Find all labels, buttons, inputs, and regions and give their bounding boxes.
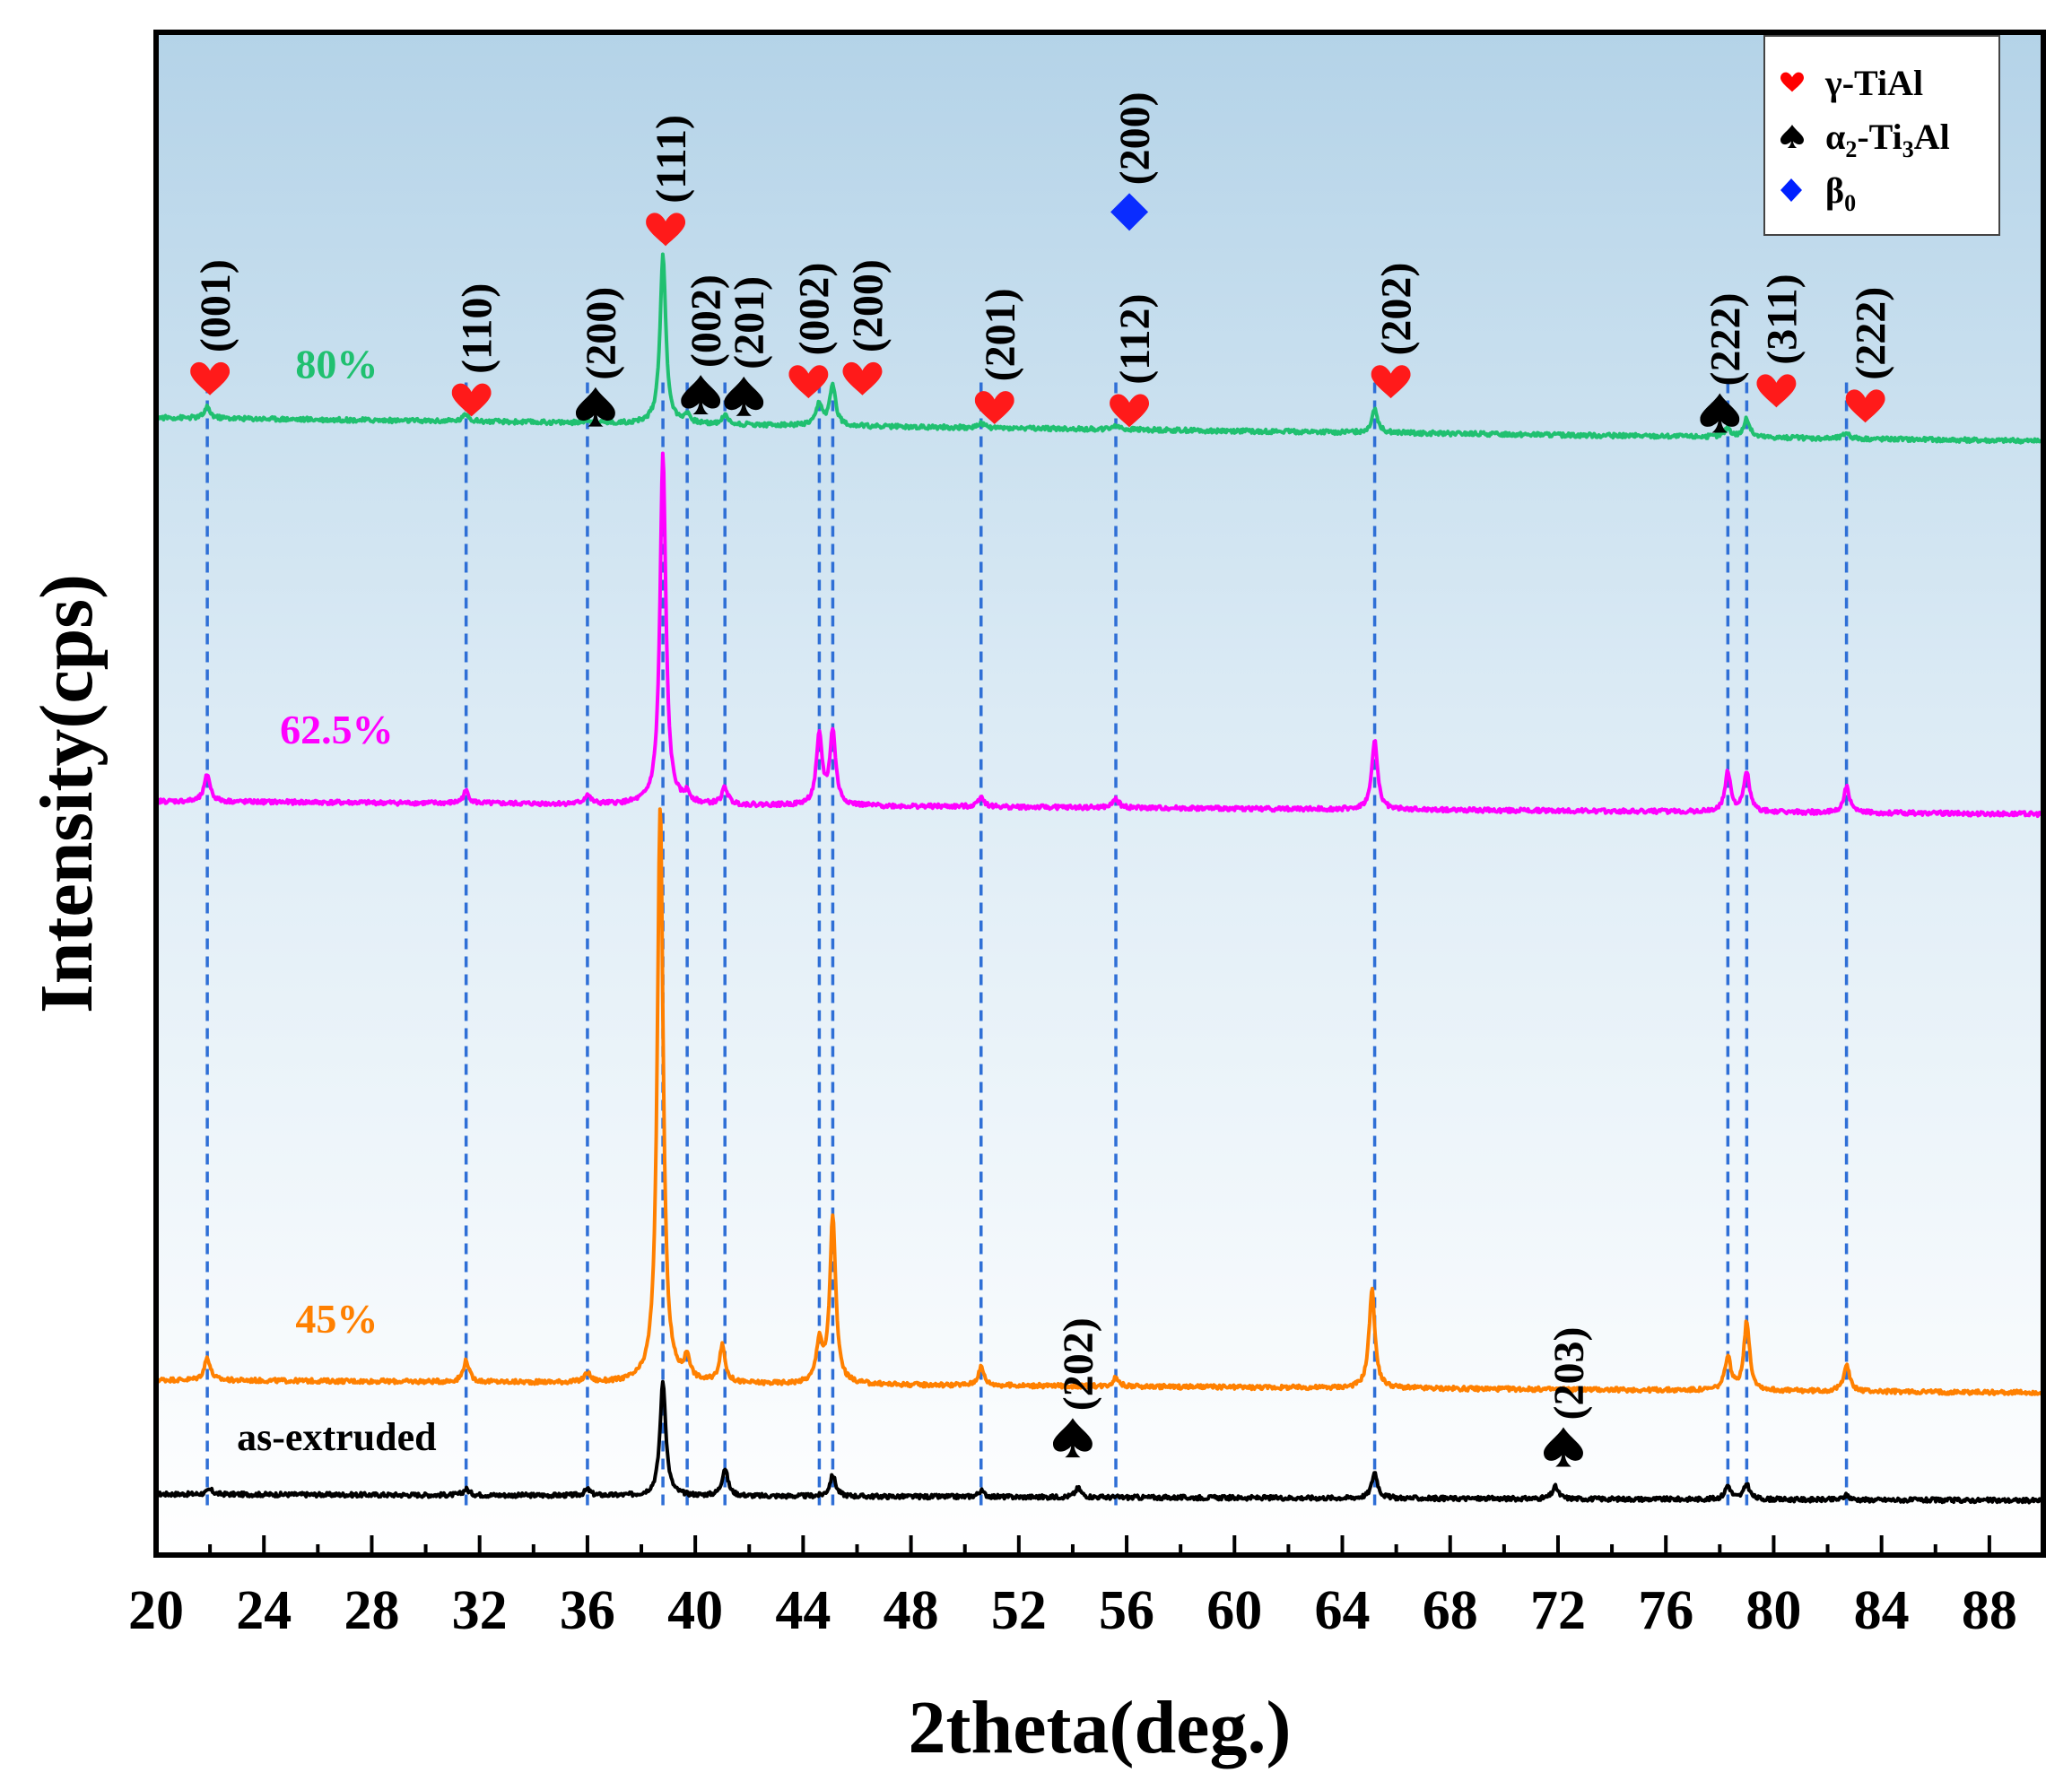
peak-annotation: (200) xyxy=(575,287,625,427)
x-tick-label: 36 xyxy=(560,1580,615,1641)
hkl-label: (222) xyxy=(1848,287,1895,380)
series-label: 62.5% xyxy=(280,707,394,752)
legend: γ-TiAl α2-Ti3Al β0 xyxy=(1763,35,2000,236)
hkl-label: (200) xyxy=(844,259,892,352)
x-tick-label: 60 xyxy=(1206,1580,1262,1641)
peak-annotation: (202) xyxy=(1371,263,1421,399)
peak-annotation: (311) xyxy=(1756,274,1806,408)
peak-annotations: (001) (110) (200)(111)(002)(201) (002) (200)… xyxy=(190,91,1895,1467)
x-tick-label: 88 xyxy=(1962,1580,2017,1641)
x-tick-label: 20 xyxy=(128,1580,184,1641)
peak-annotation: (001) xyxy=(190,259,239,395)
peak-annotation: (200) xyxy=(842,259,892,395)
x-tick-label: 40 xyxy=(667,1580,723,1641)
x-tick-label: 80 xyxy=(1746,1580,1801,1641)
peak-annotation: (002) xyxy=(681,274,730,415)
legend-label: β0 xyxy=(1825,170,1856,216)
hkl-label: (002) xyxy=(683,274,730,368)
x-tick-label: 28 xyxy=(344,1580,399,1641)
x-tick-label: 56 xyxy=(1099,1580,1154,1641)
hkl-label: (202) xyxy=(1055,1317,1102,1411)
hkl-label: (112) xyxy=(1111,293,1159,384)
hkl-label: (201) xyxy=(726,276,773,369)
x-tick-label: 48 xyxy=(884,1580,939,1641)
x-axis-label: 2theta(deg.) xyxy=(909,1686,1292,1769)
x-axis-ticks: 20 24 28 32 36 40 44 48 52 56 60 64 68 72 76 80 84 88 xyxy=(128,1535,2045,1641)
x-tick-label: 68 xyxy=(1423,1580,1478,1641)
hkl-label: (200) xyxy=(578,287,625,380)
peak-annotation: (111) xyxy=(646,115,695,247)
series-label: as-extruded xyxy=(237,1415,436,1459)
hkl-label: (203) xyxy=(1545,1326,1593,1420)
legend-entry: β0 xyxy=(1780,170,1856,216)
peak-annotation: (201) xyxy=(724,276,773,416)
series-line xyxy=(154,252,2045,445)
hkl-label: (311) xyxy=(1758,274,1806,364)
x-tick-label: 84 xyxy=(1854,1580,1910,1641)
series-labels: 80% 62.5% 45% as-extruded xyxy=(237,341,436,1458)
peak-annotation: (203) xyxy=(1543,1326,1593,1467)
legend-label: α2-Ti3Al xyxy=(1825,117,1950,162)
hkl-label: (001) xyxy=(192,259,239,352)
peak-annotation: (002) xyxy=(788,263,838,399)
series-line xyxy=(155,1379,2045,1505)
series-line xyxy=(154,451,2045,819)
hkl-label: (201) xyxy=(977,288,1024,381)
series-line xyxy=(154,807,2045,1396)
x-tick-label: 44 xyxy=(775,1580,831,1641)
peak-annotation: (222) xyxy=(1845,287,1895,423)
peak-annotation: (200) xyxy=(1110,91,1159,231)
diamond-icon xyxy=(1780,178,1802,202)
series-layer xyxy=(154,252,2045,1505)
peak-annotation: (222) xyxy=(1700,293,1749,433)
diamond-icon xyxy=(1110,193,1149,231)
hkl-label: (222) xyxy=(1702,293,1749,387)
x-tick-label: 24 xyxy=(236,1580,292,1641)
x-tick-label: 32 xyxy=(452,1580,508,1641)
series-label: 45% xyxy=(295,1296,378,1342)
peak-annotation: (110) xyxy=(451,283,501,417)
x-tick-label: 72 xyxy=(1530,1580,1586,1641)
x-tick-label: 52 xyxy=(991,1580,1047,1641)
hkl-label: (110) xyxy=(454,283,501,374)
hkl-label: (111) xyxy=(648,115,695,204)
y-axis-label: Intensity(cps) xyxy=(25,574,109,1013)
legend-label: γ-TiAl xyxy=(1824,63,1923,103)
peak-annotation: (202) xyxy=(1052,1317,1102,1458)
hkl-label: (202) xyxy=(1373,263,1421,356)
legend-entry: γ-TiAl xyxy=(1780,63,1923,103)
series-label: 80% xyxy=(295,341,378,387)
x-tick-label: 76 xyxy=(1638,1580,1693,1641)
legend-box xyxy=(1763,35,2000,236)
peak-annotation: (112) xyxy=(1110,293,1159,428)
hkl-label: (002) xyxy=(790,263,838,356)
plot-frame xyxy=(153,30,2046,1558)
x-tick-label: 64 xyxy=(1315,1580,1371,1641)
hkl-label: (200) xyxy=(1111,91,1159,185)
peak-annotation: (201) xyxy=(974,288,1024,425)
legend-entry: α2-Ti3Al xyxy=(1780,117,1950,162)
